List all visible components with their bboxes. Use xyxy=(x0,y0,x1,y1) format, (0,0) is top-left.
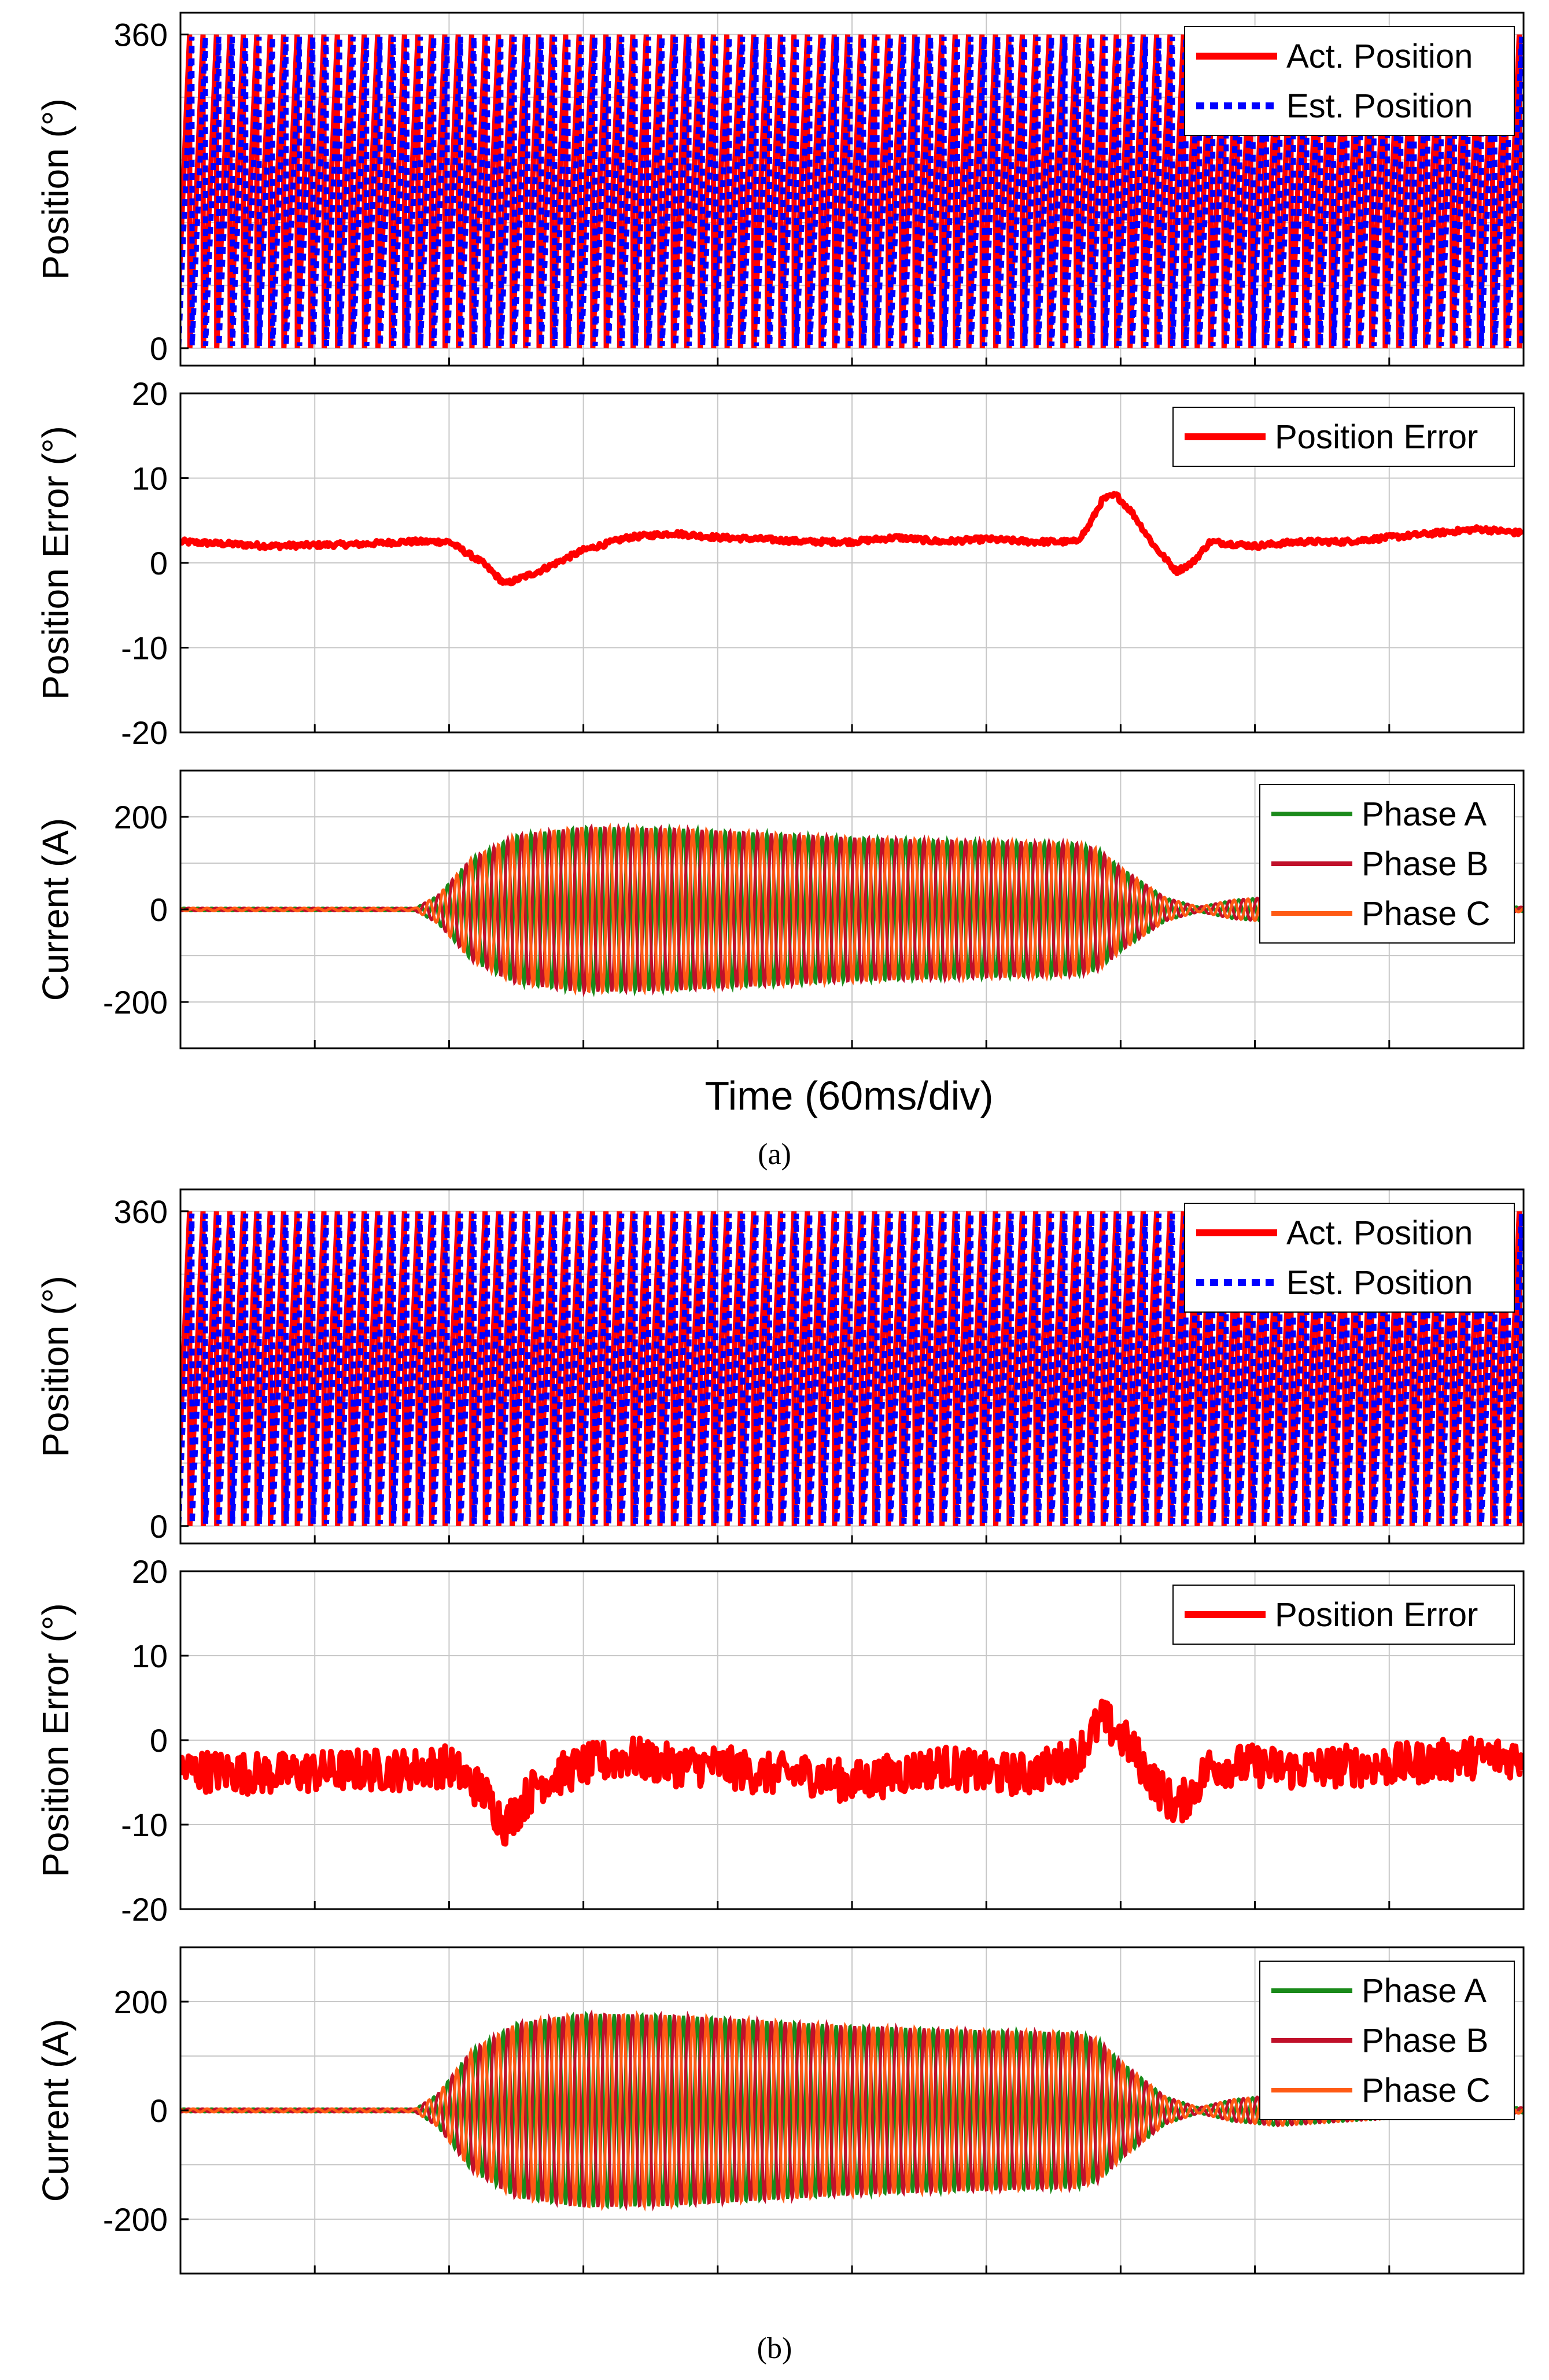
position-error-line xyxy=(180,1699,1524,1847)
y-axis-label-a-position: Position (°) xyxy=(35,98,76,280)
legend-label: Act. Position xyxy=(1286,38,1473,75)
ytick-label-a-error: -20 xyxy=(121,714,168,751)
ytick-label-b-error: 10 xyxy=(132,1638,168,1674)
legend-label: Position Error xyxy=(1275,418,1478,456)
legend-a-current: Phase A Phase B Phase C xyxy=(1259,784,1515,944)
ytick-label-b-error: 0 xyxy=(150,1722,168,1759)
plot-b-current: -200 0 200 Current (A) Phase A Phase B Phase C xyxy=(35,1946,1525,2275)
legend-label: Est. Position xyxy=(1286,87,1473,125)
legend-label: Act. Position xyxy=(1286,1214,1473,1252)
legend-a-error: Position Error xyxy=(1172,407,1515,467)
plot-b-error: -20 -10 0 10 20 Position Error (°) Position Er… xyxy=(35,1553,1525,1928)
ytick-label-a-current: 200 xyxy=(114,799,168,835)
legend-b-position: Act. Position Est. Position xyxy=(1184,1203,1515,1313)
y-axis-label-a-error: Position Error (°) xyxy=(35,426,76,700)
ytick-label-b-position: 0 xyxy=(150,1508,168,1545)
caption-b: (b) xyxy=(757,2332,792,2365)
series-group-a-error xyxy=(180,491,1524,587)
legend-label: Phase B xyxy=(1362,2022,1488,2060)
position-error-line xyxy=(180,491,1524,587)
legend-label: Phase A xyxy=(1362,795,1487,833)
ytick-label-b-position: 360 xyxy=(114,1193,168,1230)
caption-a: (a) xyxy=(758,1138,791,1171)
plot-a-error: -20 -10 0 10 20 Position Error (°) Position Er… xyxy=(35,375,1525,751)
plot-a-position: 0 360 Position (°) Act. Position Est. Positi… xyxy=(35,12,1525,367)
series-group-b-error xyxy=(180,1699,1524,1847)
legend-label: Phase A xyxy=(1362,1972,1487,2010)
ytick-label-a-current: 0 xyxy=(150,891,168,928)
legend-box xyxy=(1184,26,1515,136)
ytick-label-a-error: 10 xyxy=(132,460,168,497)
legend-label: Phase C xyxy=(1362,895,1490,933)
ytick-label-b-current: 200 xyxy=(114,1984,168,2020)
ytick-label-b-error: -10 xyxy=(121,1807,168,1843)
x-axis-label-a: Time (60ms/div) xyxy=(705,1073,993,1118)
y-axis-label-b-position: Position (°) xyxy=(35,1276,76,1457)
ytick-label-b-current: 0 xyxy=(150,2092,168,2129)
ytick-label-a-position: 360 xyxy=(114,17,168,53)
ytick-label-b-error: 20 xyxy=(132,1553,168,1590)
plot-a-current: -200 0 200 Current (A) Phase A Phase B Phase C xyxy=(35,769,1525,1049)
ytick-label-b-current: -200 xyxy=(103,2201,168,2238)
legend-a-position: Act. Position Est. Position xyxy=(1184,26,1515,136)
plot-b-position: 0 360 Position (°) Act. Position Est. Positi… xyxy=(35,1188,1525,1545)
ytick-label-b-error: -20 xyxy=(121,1891,168,1928)
ytick-label-a-error: 20 xyxy=(132,375,168,412)
ytick-label-a-error: 0 xyxy=(150,545,168,581)
legend-label: Position Error xyxy=(1275,1596,1478,1634)
y-axis-label-b-error: Position Error (°) xyxy=(35,1603,76,1877)
legend-box xyxy=(1184,1203,1515,1313)
ytick-label-a-position: 0 xyxy=(150,330,168,367)
legend-label: Phase B xyxy=(1362,845,1488,883)
legend-label: Est. Position xyxy=(1286,1264,1473,1302)
ytick-label-a-current: -200 xyxy=(103,984,168,1020)
y-axis-label-a-current: Current (A) xyxy=(35,818,76,1001)
legend-label: Phase C xyxy=(1362,2072,1490,2109)
legend-b-error: Position Error xyxy=(1172,1585,1515,1645)
legend-b-current: Phase A Phase B Phase C xyxy=(1259,1961,1515,2120)
ytick-label-a-error: -10 xyxy=(121,630,168,666)
est-position-line xyxy=(180,36,1524,347)
y-axis-label-b-current: Current (A) xyxy=(35,2019,76,2202)
